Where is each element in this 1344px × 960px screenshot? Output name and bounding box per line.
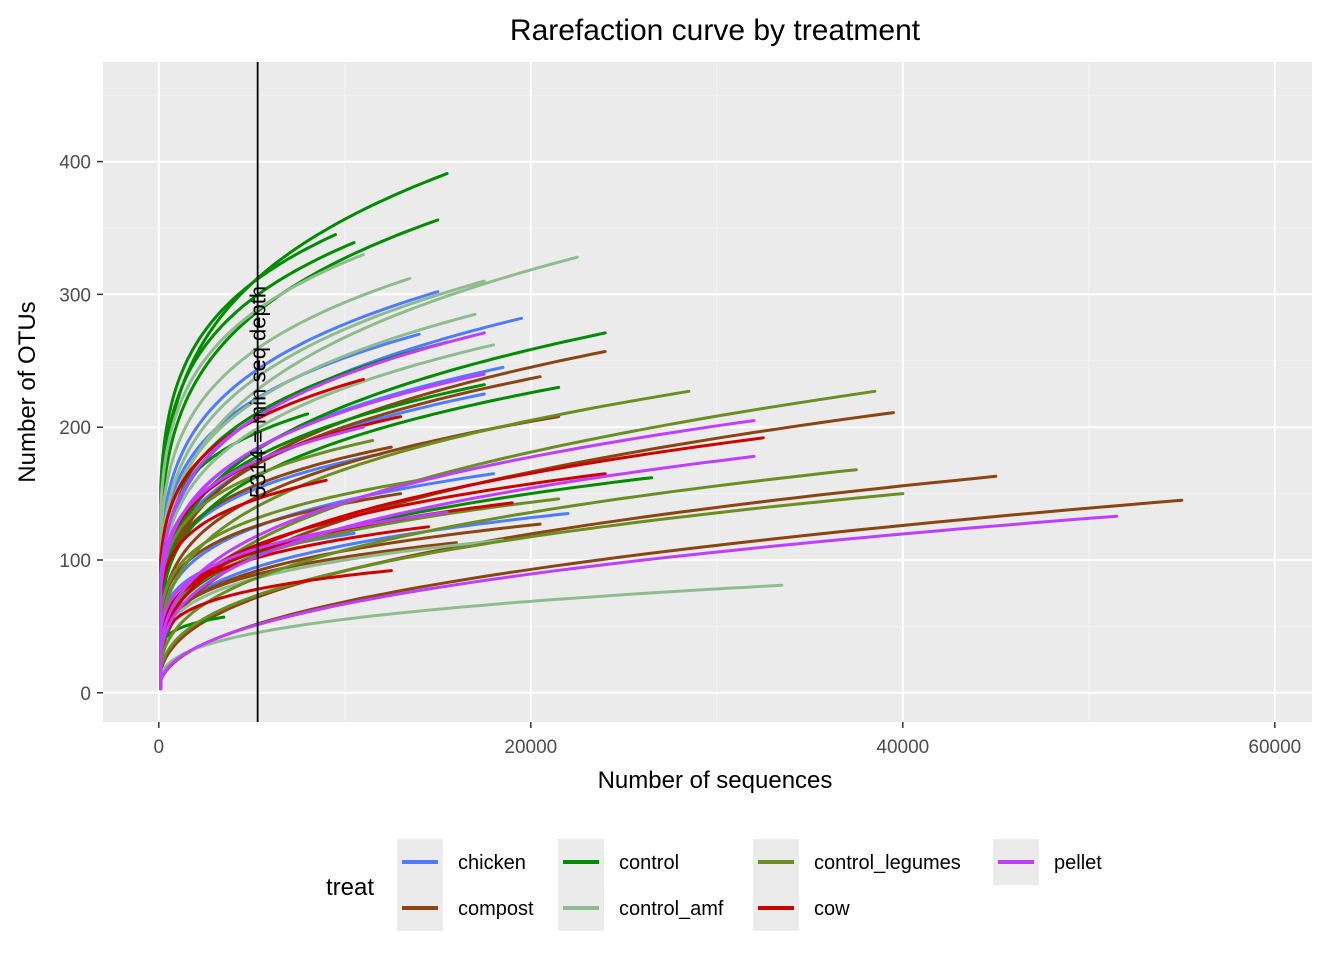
reference-line-group: 5314 = min seq depth [246,62,271,722]
x-axis-ticks: 0 20000 40000 60000 [154,722,1301,758]
y-axis-title: Number of OTUs [14,301,41,482]
curve-cow [159,478,328,691]
y-tick-label: 200 [59,418,91,439]
curve-chicken [159,290,440,691]
curve-pellet [159,510,449,691]
legend-label-control_legumes: control_legumes [814,852,961,874]
curve-control_amf [159,279,486,691]
curve-control_amf [159,277,412,691]
curve-control_legumes [159,492,905,691]
curve-control_amf [159,343,496,691]
curve-pellet [159,372,486,691]
min-depth-label: 5314 = min seq depth [246,286,271,498]
curve-cow [159,525,430,691]
curve-control [159,218,440,691]
y-axis-ticks: 0 100 200 300 400 [59,153,103,705]
curve-pellet [159,331,486,691]
y-tick-label: 300 [59,285,91,306]
legend-label-compost: compost [458,898,534,920]
y-tick-label: 0 [80,684,91,705]
chart-title: Rarefaction curve by treatment [510,14,921,47]
curves-layer [159,172,1184,691]
curve-pellet [159,454,756,691]
legend-title: treat [326,874,374,901]
curve-control_amf [159,255,579,691]
curve-control_legumes [159,468,858,691]
legend-label-control: control [619,852,679,874]
legend-label-chicken: chicken [458,852,526,874]
curve-cow [159,377,365,691]
legend-label-pellet: pellet [1054,852,1102,874]
curve-control [159,241,356,691]
x-tick-label: 0 [154,737,165,758]
legend-label-cow: cow [814,898,850,920]
curve-control_amf [159,253,365,691]
curve-pellet [159,514,1119,691]
x-tick-label: 20000 [504,737,557,758]
curve-pellet [159,425,365,691]
y-tick-label: 100 [59,551,91,572]
legend-label-control_amf: control_amf [619,898,724,920]
x-tick-label: 60000 [1248,737,1301,758]
curve-control [159,233,337,691]
y-tick-label: 400 [59,153,91,174]
legend: treat chicken compost control control_amf co… [326,839,1102,931]
x-axis-title: Number of sequences [598,767,833,794]
grid-minor [103,62,1312,722]
curve-pellet [159,419,756,691]
x-tick-label: 40000 [876,737,929,758]
curve-control_legumes [159,478,421,691]
